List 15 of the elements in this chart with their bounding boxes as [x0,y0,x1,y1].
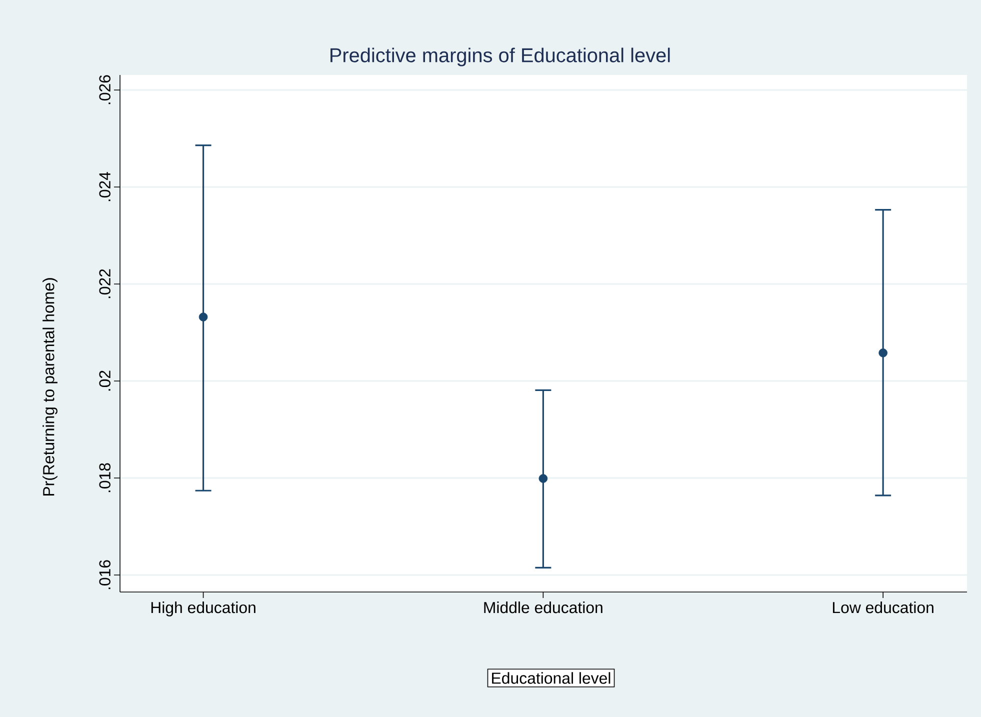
y-axis-title: Pr(Returning to parental home) [42,278,58,496]
y-tick-label: .024 [99,172,110,202]
x-tick-label: Middle education [484,602,602,614]
chart-title: Predictive margins of Educational level [330,48,670,66]
point [198,312,208,322]
y-tick-label: .018 [99,463,110,492]
x-tick-label: Low education [832,602,934,614]
point [538,474,548,483]
y-tick-label: .016 [99,560,110,590]
x-tick-label: High education [151,602,256,616]
y-tick-label: .02 [99,370,110,391]
y-tick-label: .026 [99,75,110,104]
x-axis-title: Educational level [492,672,610,684]
point [878,348,888,358]
y-tick-label: .022 [99,269,110,298]
